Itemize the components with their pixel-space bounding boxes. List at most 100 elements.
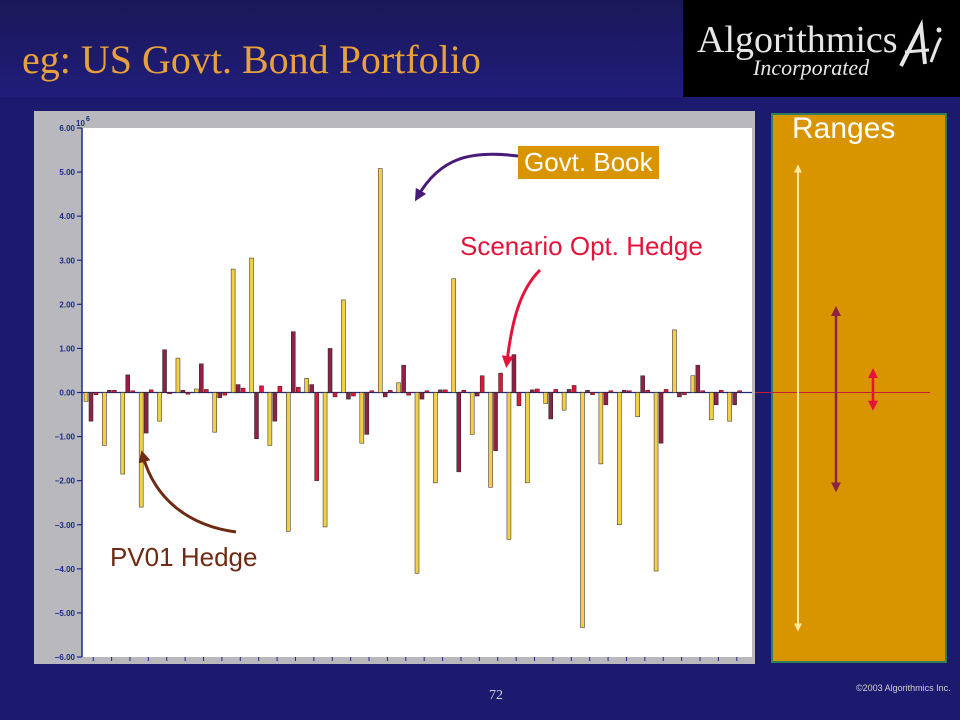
bar-pv01-hedge: [677, 392, 682, 398]
bar-pv01-hedge: [511, 354, 517, 393]
slide-title: eg: US Govt. Bond Portfolio: [22, 37, 481, 82]
bar-pv01-hedge: [272, 392, 278, 422]
bar-govt-book: [580, 392, 585, 628]
bar-govt-book: [341, 299, 346, 393]
bar-scenario-hedge: [387, 390, 393, 393]
bar-pv01-hedge: [125, 374, 131, 393]
bar-govt-book: [672, 329, 677, 393]
bar-scenario-hedge: [608, 390, 614, 393]
bar-govt-book: [138, 392, 144, 508]
bar-govt-book: [617, 392, 622, 525]
y-tick-label: 0.00: [59, 389, 75, 398]
bar-govt-book: [690, 375, 696, 393]
bar-govt-book: [83, 392, 89, 402]
bar-scenario-hedge: [314, 392, 319, 481]
bar-scenario-hedge: [590, 392, 595, 395]
bar-govt-book: [249, 257, 254, 393]
bar-pv01-hedge: [566, 389, 572, 393]
govt-book-label: Govt. Book: [518, 146, 659, 179]
bar-scenario-hedge: [535, 388, 540, 393]
bar-govt-book: [230, 268, 236, 393]
bar-govt-book: [451, 278, 457, 393]
y-tick-label: −5.00: [55, 609, 76, 618]
copyright: ©2003 Algorithmics Inc.: [856, 683, 951, 693]
bar-pv01-hedge: [309, 384, 314, 393]
bar-pv01-hedge: [143, 392, 149, 434]
bar-scenario-hedge: [479, 375, 485, 393]
bar-govt-book: [396, 382, 401, 393]
bar-pv01-hedge: [695, 364, 701, 393]
bar-scenario-hedge: [277, 386, 283, 393]
bar-pv01-hedge: [658, 392, 664, 444]
scenario-hedge-label: Scenario Opt. Hedge: [460, 231, 703, 261]
ranges-label: Ranges: [792, 112, 896, 145]
bar-scenario-hedge: [112, 390, 117, 393]
bar-scenario-hedge: [130, 390, 136, 393]
bar-govt-book: [175, 357, 181, 393]
bar-govt-book: [525, 392, 530, 484]
bar-pv01-hedge: [585, 390, 590, 393]
bar-pv01-hedge: [162, 349, 167, 393]
page-number: 72: [489, 688, 503, 703]
bar-scenario-hedge: [185, 392, 191, 395]
bar-pv01-hedge: [217, 392, 222, 399]
bar-scenario-hedge: [516, 392, 522, 406]
bar-govt-book: [194, 388, 199, 393]
bar-scenario-hedge: [222, 392, 227, 396]
logo-mark-icon: [899, 18, 943, 67]
bar-govt-book: [561, 392, 567, 411]
bar-scenario-hedge: [700, 390, 706, 393]
bar-pv01-hedge: [180, 390, 186, 393]
bar-scenario-hedge: [737, 390, 742, 393]
bar-pv01-hedge: [474, 392, 480, 397]
bar-pv01-hedge: [493, 392, 498, 451]
bar-govt-book: [304, 378, 309, 393]
bar-scenario-hedge: [332, 392, 338, 398]
bar-pv01-hedge: [456, 392, 462, 473]
bar-govt-book: [377, 168, 383, 393]
bar-pv01-hedge: [732, 392, 737, 406]
bar-scenario-hedge: [663, 389, 669, 393]
pv01-hedge-label: PV01 Hedge: [110, 542, 258, 572]
y-tick-label: 5.00: [59, 168, 75, 177]
y-tick-label: 4.00: [59, 212, 75, 221]
bar-govt-book: [433, 392, 438, 484]
bar-pv01-hedge: [107, 390, 112, 393]
bar-pv01-hedge: [603, 392, 609, 406]
bar-scenario-hedge: [351, 392, 356, 397]
bar-pv01-hedge: [640, 375, 645, 393]
bar-chart: 6.00 5.00 4.00 3.00 2.00 1.00 0.00 −1.00 −2.00 −3…: [55, 116, 752, 662]
logo-sub-text: Incorporated: [753, 55, 870, 80]
bar-govt-book: [653, 392, 659, 572]
bar-pv01-hedge: [254, 392, 259, 440]
bar-pv01-hedge: [382, 392, 388, 398]
bar-govt-book: [286, 392, 291, 532]
bar-scenario-hedge: [553, 389, 558, 393]
bar-scenario-hedge: [424, 390, 430, 393]
chart-panel: 6.00 5.00 4.00 3.00 2.00 1.00 0.00 −1.00 −2.00 −3…: [34, 111, 755, 664]
y-tick-label: 6.00: [59, 124, 75, 133]
bar-govt-book: [212, 392, 217, 433]
bar-scenario-hedge: [645, 390, 650, 393]
bar-scenario-hedge: [259, 385, 264, 393]
bar-scenario-hedge: [204, 389, 209, 393]
logo-main-text: Algorithmics: [697, 19, 898, 61]
bar-pv01-hedge: [235, 384, 241, 393]
bar-pv01-hedge: [327, 348, 333, 393]
bar-pv01-hedge: [291, 331, 296, 393]
bar-scenario-hedge: [148, 389, 154, 393]
bar-scenario-hedge: [443, 389, 448, 393]
bar-pv01-hedge: [199, 363, 204, 393]
bar-govt-book: [267, 392, 273, 446]
bar-govt-book: [157, 392, 162, 422]
bar-govt-book: [488, 392, 493, 488]
bar-govt-book: [708, 392, 714, 421]
bar-scenario-hedge: [571, 385, 577, 393]
bar-govt-book: [414, 392, 420, 574]
bar-pv01-hedge: [548, 392, 553, 420]
bar-scenario-hedge: [240, 387, 246, 393]
bar-govt-book: [598, 392, 604, 465]
y-tick-label: 1.00: [59, 344, 75, 353]
bar-govt-book: [322, 392, 328, 528]
bar-pv01-hedge: [88, 392, 94, 422]
